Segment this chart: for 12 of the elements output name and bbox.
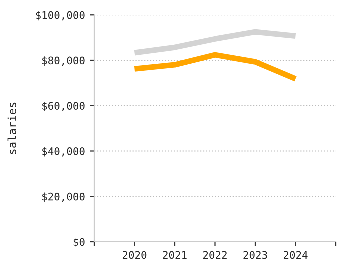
y-axis-title: salaries [8,102,16,154]
y-tick-label: $0 [74,238,85,248]
y-tick-label: $80,000 [42,56,85,66]
y-tick-label: $100,000 [36,11,85,21]
y-tick-label: $60,000 [42,102,85,112]
x-tick-label: 2024 [284,251,308,260]
x-tick-label: 2022 [203,251,227,260]
x-tick-label: 2023 [244,251,268,260]
y-tick-label: $40,000 [42,147,85,157]
y-tick-label: $20,000 [42,192,85,202]
x-tick-label: 2020 [122,251,147,260]
x-tick-label: 2021 [163,251,187,260]
